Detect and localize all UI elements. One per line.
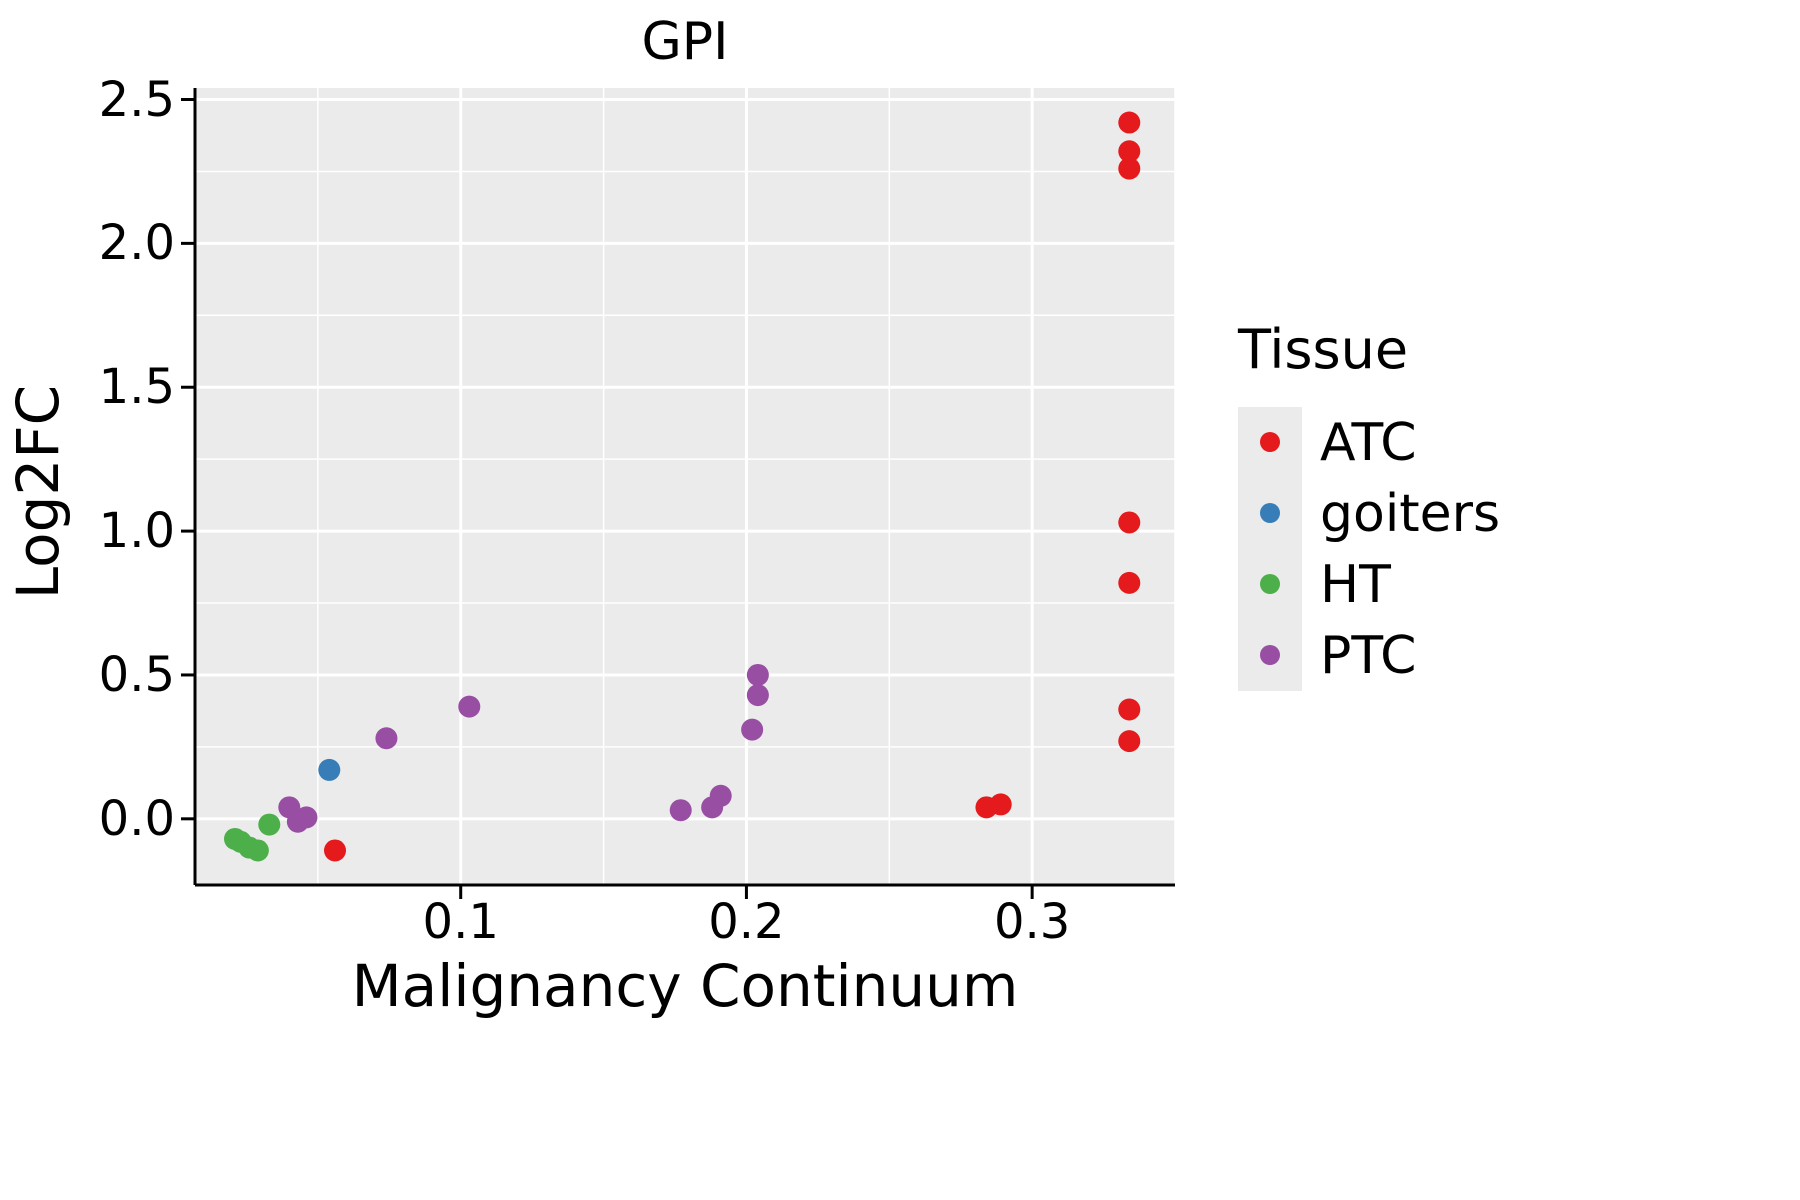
legend-entry-ATC: ATC: [1238, 407, 1500, 478]
data-point-ATC: [1118, 571, 1141, 594]
legend-label: ATC: [1320, 412, 1417, 473]
data-point-ATC: [324, 839, 346, 862]
x-tick-label: 0.1: [422, 894, 499, 950]
data-point-HT: [258, 813, 281, 836]
data-point-ATC: [1118, 698, 1141, 721]
legend-dot-goiters: [1260, 503, 1280, 523]
x-tick-label: 0.2: [708, 894, 785, 950]
data-point-PTC: [458, 695, 481, 718]
legend: Tissue ATC goiters HT PTC: [1238, 318, 1500, 691]
data-point-PTC: [669, 799, 692, 822]
legend-dot-ATC: [1260, 432, 1280, 452]
data-point-PTC: [375, 727, 398, 750]
data-point-ATC: [1118, 511, 1141, 534]
y-tick-label: 0.5: [98, 646, 175, 703]
legend-key: [1238, 407, 1302, 478]
data-point-ATC: [1118, 730, 1141, 753]
y-tick-label: 0.0: [98, 790, 175, 847]
y-tick-label: 2.5: [98, 71, 175, 128]
data-point-ATC: [989, 793, 1012, 816]
plot-panel: [195, 88, 1175, 885]
legend-key: [1238, 478, 1302, 549]
legend-entry-HT: HT: [1238, 549, 1500, 620]
chart-title: GPI: [641, 12, 729, 72]
data-point-PTC: [295, 806, 318, 829]
legend-dot-HT: [1260, 574, 1280, 594]
data-point-ATC: [1118, 140, 1141, 163]
y-tick-label: 2.0: [98, 215, 175, 272]
data-point-ATC: [1118, 111, 1141, 134]
data-point-PTC: [741, 718, 764, 741]
y-tick-label: 1.5: [98, 359, 175, 416]
x-axis-label: Malignancy Continuum: [351, 952, 1019, 1020]
legend-title: Tissue: [1238, 318, 1409, 381]
legend-entry-goiters: goiters: [1238, 478, 1500, 549]
data-point-PTC: [746, 663, 769, 686]
legend-label: PTC: [1320, 625, 1417, 686]
legend-dot-PTC: [1260, 645, 1280, 665]
legend-entries: ATC goiters HT PTC: [1238, 407, 1500, 691]
data-point-PTC: [746, 684, 769, 707]
legend-label: HT: [1320, 554, 1391, 615]
data-point-HT: [246, 839, 269, 862]
legend-key: [1238, 549, 1302, 620]
legend-entry-PTC: PTC: [1238, 620, 1500, 691]
y-tick-label: 1.0: [98, 503, 175, 560]
legend-key: [1238, 620, 1302, 691]
x-tick-label: 0.3: [993, 894, 1071, 950]
data-point-ATC: [1118, 157, 1141, 180]
legend-label: goiters: [1320, 483, 1501, 544]
data-point-PTC: [709, 784, 732, 807]
data-point-goiters: [318, 758, 341, 781]
